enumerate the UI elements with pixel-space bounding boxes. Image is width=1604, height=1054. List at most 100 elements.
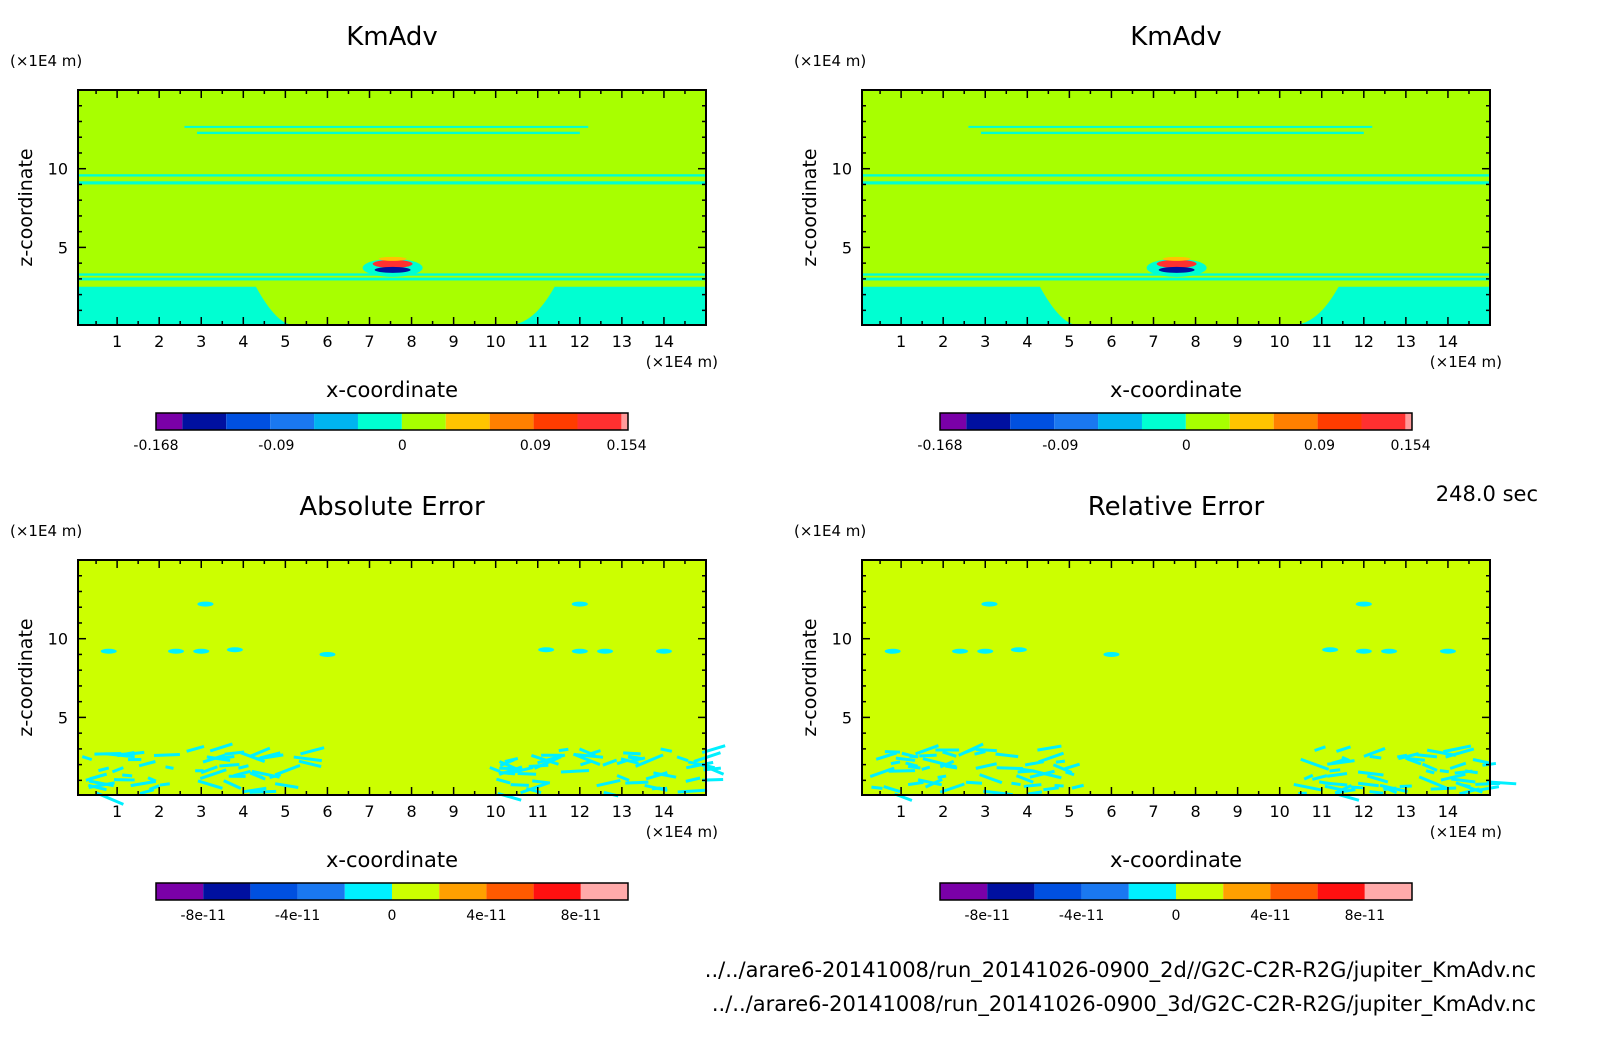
error-speckle [1329, 768, 1341, 773]
y-axis-unit: (×1E4 m) [10, 522, 82, 540]
x-tick-label: 2 [154, 802, 164, 821]
error-speckle [530, 754, 559, 766]
error-speckle [224, 750, 245, 756]
error-speckle [159, 782, 170, 787]
error-speckle [165, 765, 174, 770]
error-speckle [1486, 780, 1517, 786]
colorbar-segment [297, 883, 345, 900]
x-tick-label: 9 [1233, 802, 1243, 821]
error-speckle [1043, 786, 1059, 792]
colorbar-segment [577, 413, 622, 430]
error-speckle [1337, 788, 1356, 794]
colorbar-tick-label: 0.09 [1304, 438, 1335, 454]
error-speckle [907, 780, 924, 787]
error-speckle [917, 778, 943, 787]
error-spot [168, 648, 185, 654]
error-speckle [1416, 753, 1438, 759]
error-speckle [629, 756, 646, 763]
axis-ticks [78, 90, 706, 325]
error-speckle [256, 753, 284, 761]
error-speckle [496, 777, 511, 785]
x-tick-label: 13 [1396, 802, 1416, 821]
footer-file-path-3d: ../../arare6-20141008/run_20141026-0900_… [711, 992, 1536, 1016]
perturbation-positive [372, 259, 413, 268]
error-speckle [1011, 781, 1021, 787]
colorbar-frame [155, 412, 629, 431]
error-speckle [1405, 756, 1426, 762]
error-speckle [195, 769, 204, 773]
error-speckle [1399, 784, 1412, 788]
colorbar-tick-label: 4e-11 [466, 908, 506, 924]
x-tick-label: 1 [896, 802, 906, 821]
x-tick-label: 5 [280, 802, 290, 821]
colorbar-segment [987, 883, 1035, 900]
x-tick-label: 2 [938, 802, 948, 821]
colorbar-segment [1185, 413, 1230, 430]
colorbar-segment [621, 413, 628, 430]
error-speckle [996, 766, 1023, 771]
perturbation-negative [374, 266, 411, 273]
x-tick-label: 7 [364, 332, 374, 351]
error-speckle [1440, 772, 1466, 782]
colorbar-tick-label: -0.168 [133, 438, 178, 454]
error-spot [100, 648, 117, 654]
error-spot [1322, 647, 1339, 653]
error-speckle [907, 765, 921, 770]
colorbar-segment [489, 413, 534, 430]
y-axis-unit: (×1E4 m) [794, 522, 866, 540]
error-speckle [1064, 762, 1081, 771]
error-speckle [975, 762, 997, 770]
colorbar-tick-label: -4e-11 [275, 908, 320, 924]
heatmap-field [862, 560, 1490, 795]
error-speckle [701, 744, 726, 754]
colorbar-segment [1034, 883, 1082, 900]
error-speckle [520, 781, 549, 795]
error-speckle [98, 766, 110, 773]
x-tick-label: 8 [1190, 332, 1200, 351]
x-tick-label: 4 [238, 332, 248, 351]
chart-title: Absolute Error [299, 492, 485, 522]
colorbar-segment [250, 883, 298, 900]
error-speckle [153, 753, 180, 758]
colorbar-segment [392, 883, 440, 900]
error-speckle [1037, 744, 1062, 752]
error-speckle [702, 777, 724, 782]
error-speckle [148, 784, 160, 791]
error-speckle [241, 786, 267, 794]
error-speckle [228, 774, 246, 778]
x-tick-label: 1 [896, 332, 906, 351]
error-speckle [979, 773, 1003, 785]
x-tick-label: 3 [980, 802, 990, 821]
error-speckle [616, 774, 630, 782]
x-tick-label: 9 [449, 332, 459, 351]
x-tick-label: 11 [528, 802, 548, 821]
cyan-band [981, 131, 1364, 135]
error-speckle [965, 746, 977, 754]
error-speckle [186, 744, 205, 753]
error-speckle [238, 764, 249, 770]
error-spot [1103, 651, 1120, 657]
error-speckle [200, 765, 218, 775]
x-tick-label: 8 [406, 802, 416, 821]
error-speckle [1406, 757, 1422, 766]
colorbar-tick-label: 0.154 [1391, 438, 1431, 454]
x-tick-label: 8 [1190, 802, 1200, 821]
colorbar-segment [533, 413, 578, 430]
cyan-band [197, 131, 580, 135]
heatmap-features [78, 125, 706, 325]
error-speckle [1303, 773, 1314, 781]
x-tick-label: 13 [612, 332, 632, 351]
x-axis-unit: (×1E4 m) [646, 353, 718, 371]
error-speckle [532, 779, 551, 785]
error-speckle [87, 783, 107, 792]
x-tick-label: 3 [196, 802, 206, 821]
error-speckle [965, 780, 983, 785]
error-speckle [298, 759, 322, 769]
chart-title: Relative Error [1088, 492, 1265, 522]
colorbar-tick-label: 0 [1172, 908, 1181, 924]
colorbar-segment [533, 883, 581, 900]
error-speckle [1017, 769, 1034, 774]
error-speckle [517, 772, 537, 776]
error-speckle [1293, 782, 1323, 792]
y-tick-label: 10 [48, 630, 68, 649]
